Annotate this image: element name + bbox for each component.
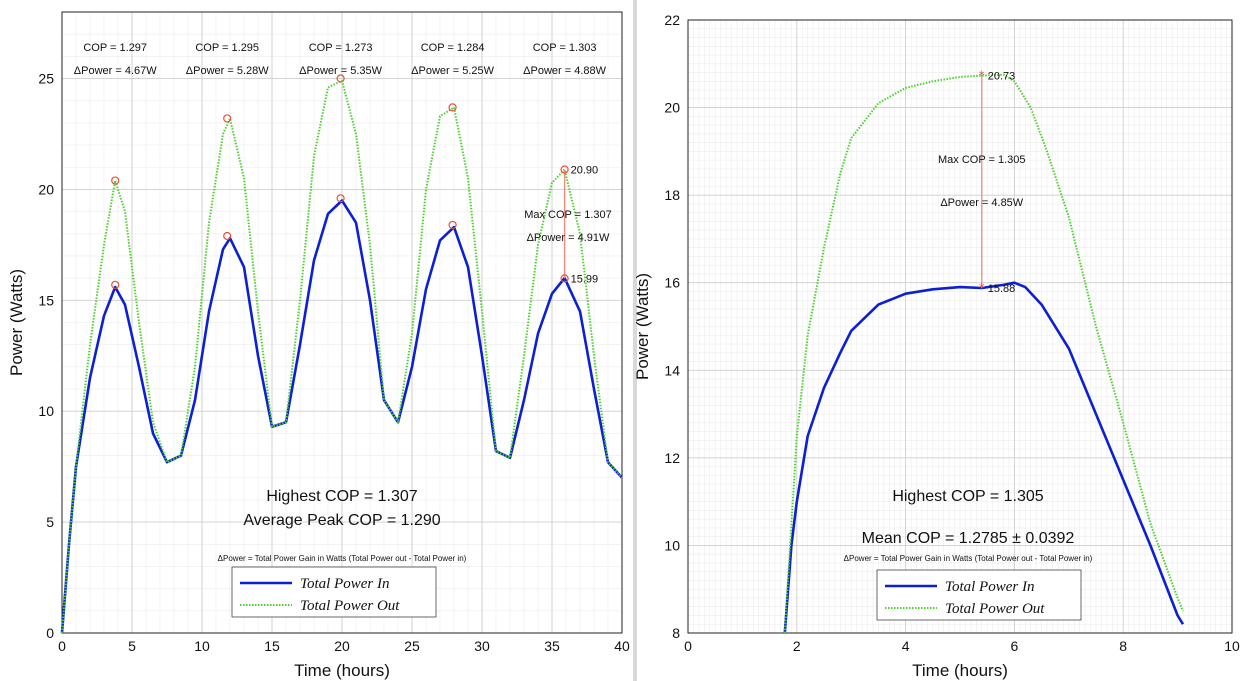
peak-marker-out — [448, 103, 457, 112]
x-tick-label: 6 — [1011, 638, 1019, 654]
series-line-power-out — [783, 73, 1184, 634]
peak-out-label: 20.90 — [571, 164, 599, 176]
y-axis-title: Power (Watts) — [7, 269, 26, 376]
x-tick-label: 20 — [334, 638, 350, 654]
x-tick-label: 35 — [544, 638, 560, 654]
delta-power-label: ΔPower = 4.67W — [74, 65, 157, 77]
highest-cop-text: Highest COP = 1.307 — [266, 488, 417, 505]
series-line-power-in — [60, 199, 623, 634]
y-tick-label: 22 — [664, 12, 680, 28]
x-tick-label: 4 — [902, 638, 910, 654]
cop-label: COP = 1.284 — [421, 42, 485, 54]
y-tick-label: 0 — [46, 625, 54, 641]
peak-marker-out — [223, 114, 232, 123]
x-tick-label: 0 — [684, 638, 692, 654]
x-tick-label: 15 — [264, 638, 280, 654]
x-tick-label: 40 — [614, 638, 630, 654]
major-grid — [61, 12, 623, 634]
peak-in-label: 15.99 — [571, 273, 599, 285]
peak-marker-in: * — [979, 281, 985, 295]
y-tick-label: 5 — [46, 514, 54, 530]
axes-box — [687, 19, 1233, 634]
y-tick-label: 20 — [664, 100, 680, 116]
peak-marker-in — [448, 220, 457, 230]
peak-marker-in — [223, 231, 232, 241]
y-tick-label: 18 — [664, 187, 680, 203]
legend-label: Total Power In — [945, 579, 1034, 595]
y-tick-label: 12 — [664, 450, 680, 466]
series-line-power-out — [61, 79, 623, 634]
legend: Total Power In Total Power Out — [876, 569, 1082, 621]
delta-power-label: ΔPower = 5.35W — [299, 65, 382, 77]
peak-marker-out: * — [979, 69, 985, 83]
highest-cop-text: Highest COP = 1.305 — [892, 488, 1043, 505]
peak-marker-in — [111, 280, 120, 289]
y-tick-label: 25 — [38, 71, 54, 87]
max-cop-label: Max COP = 1.305 — [938, 154, 1026, 166]
y-tick-label: 10 — [664, 537, 680, 553]
cop-label: COP = 1.273 — [309, 42, 373, 54]
y-axis-title: Power (Watts) — [633, 273, 652, 380]
footnote-text: ΔPower = Total Power Gain in Watts (Tota… — [844, 554, 1093, 563]
cop-label: COP = 1.303 — [533, 42, 597, 54]
footnote-text: ΔPower = Total Power Gain in Watts (Tota… — [218, 554, 467, 563]
y-tick-label: 10 — [38, 403, 54, 419]
peak-marker-out — [560, 165, 569, 174]
peak-marker-out — [111, 176, 120, 185]
max-delta-label: ΔPower = 4.91W — [527, 232, 610, 244]
x-tick-label: 5 — [128, 638, 136, 654]
y-tick-label: 8 — [672, 625, 680, 641]
y-tick-label: 15 — [38, 292, 54, 308]
chart-panel-2: 0 2 4 6 8 10 8 10 12 14 16 18 20 22 Time (hours) Power … — [633, 12, 1240, 680]
cop-label: COP = 1.295 — [195, 42, 259, 54]
x-axis-title: Time (hours) — [294, 661, 390, 680]
legend-label: Total Power In — [300, 576, 389, 592]
chart-panel-1: 0 5 10 15 20 25 30 35 40 0 5 10 15 20 25 Time (hours) Po… — [7, 11, 630, 680]
y-tick-label: 16 — [664, 275, 680, 291]
peak-marker-in — [336, 194, 345, 203]
x-tick-label: 0 — [58, 638, 66, 654]
x-tick-label: 10 — [194, 638, 210, 654]
cop-label: COP = 1.297 — [83, 42, 147, 54]
max-cop-label: Max COP = 1.307 — [524, 209, 612, 221]
peak-marker-out — [336, 74, 345, 83]
delta-power-label: ΔPower = 4.88W — [523, 65, 606, 77]
x-tick-label: 2 — [793, 638, 801, 654]
x-tick-label: 30 — [474, 638, 490, 654]
panel-divider — [633, 0, 637, 681]
y-tick-label: 20 — [38, 181, 54, 197]
series-line-power-in — [783, 281, 1185, 634]
legend-label: Total Power Out — [300, 598, 400, 614]
legend: Total Power In Total Power Out — [231, 566, 437, 618]
x-axis-title: Time (hours) — [912, 661, 1008, 680]
max-delta-label: ΔPower = 4.85W — [940, 197, 1023, 209]
peak-in-label: 15.88 — [988, 283, 1016, 295]
x-tick-label: 25 — [404, 638, 420, 654]
legend-label: Total Power Out — [945, 601, 1045, 617]
legend-box — [231, 566, 437, 618]
legend-box — [876, 569, 1082, 621]
mean-cop-text: Mean COP = 1.2785 ± 0.0392 — [862, 530, 1075, 547]
peak-out-label: 20.73 — [988, 71, 1016, 83]
delta-power-label: ΔPower = 5.25W — [411, 65, 494, 77]
axes-box — [61, 11, 623, 634]
peak-marker-in — [560, 274, 569, 283]
minor-grid — [687, 19, 1233, 634]
x-tick-label: 10 — [1224, 638, 1240, 654]
y-tick-label: 14 — [664, 362, 680, 378]
delta-power-label: ΔPower = 5.28W — [186, 65, 269, 77]
x-tick-label: 8 — [1119, 638, 1127, 654]
average-cop-text: Average Peak COP = 1.290 — [243, 512, 440, 529]
